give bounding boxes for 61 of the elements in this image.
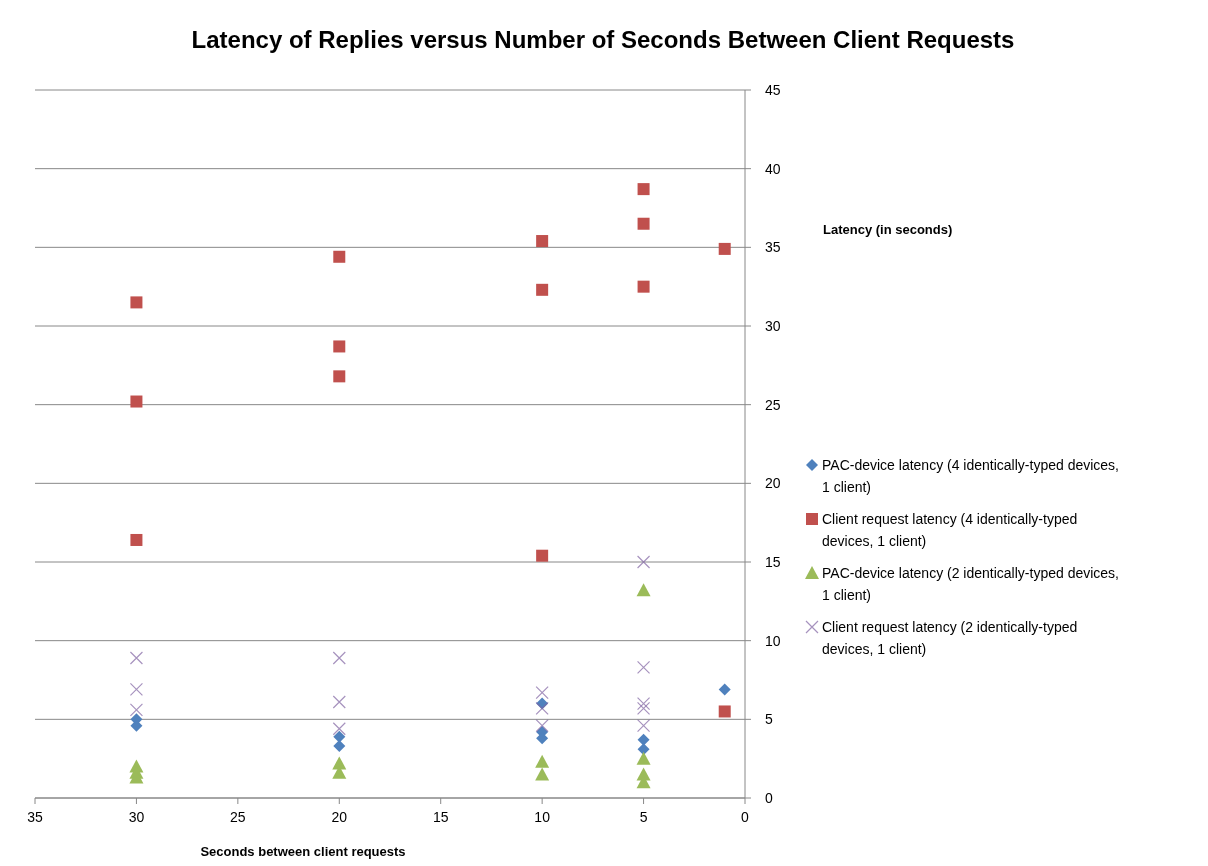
x-tick-label: 30: [128, 809, 145, 825]
y-tick-label: 45: [765, 82, 781, 98]
x-tick-label: 5: [639, 809, 648, 825]
point: [636, 751, 651, 765]
point: [333, 340, 346, 353]
x-tick-label: 10: [534, 809, 551, 825]
point: [332, 722, 346, 736]
x-tick-label: 35: [27, 809, 43, 825]
point: [636, 583, 651, 597]
point: [332, 651, 346, 665]
point: [536, 549, 549, 562]
y-tick-label: 40: [765, 160, 781, 177]
y-tick-label: 0: [765, 790, 773, 806]
y-tick-label: 5: [765, 711, 773, 728]
point: [130, 533, 143, 546]
point: [333, 730, 346, 743]
point: [535, 701, 549, 715]
y-tick-label: 15: [765, 554, 781, 570]
point: [637, 280, 650, 293]
point: [129, 651, 144, 665]
point: [535, 719, 549, 733]
y-tick-label: 35: [765, 239, 781, 256]
point: [636, 555, 651, 569]
point: [535, 754, 550, 768]
y-tick-label: 20: [765, 475, 781, 492]
x-axis-title: Seconds between client requests: [200, 844, 406, 859]
x-tick-label: 0: [741, 809, 750, 825]
point: [333, 740, 346, 753]
point: [536, 283, 549, 296]
point: [536, 235, 549, 248]
point: [636, 660, 651, 675]
point: [129, 682, 144, 697]
point: [718, 705, 731, 718]
point: [636, 697, 651, 711]
point: [637, 183, 650, 196]
point: [332, 695, 346, 709]
point: [129, 703, 144, 717]
point: [130, 395, 143, 408]
point: [718, 683, 731, 696]
point: [333, 370, 346, 383]
point: [333, 250, 346, 263]
point: [535, 685, 549, 700]
point: [637, 733, 650, 746]
legend-label: PAC-device latency (4 identically-typed devices, 1 client): [822, 457, 1119, 495]
point: [718, 242, 731, 255]
point: [130, 296, 143, 309]
point: [637, 217, 650, 230]
legend-label: PAC-device latency (2 identically-typed devices, 1 client): [822, 565, 1119, 603]
chart-title: Latency of Replies versus Number of Seconds Between Client Requests: [191, 26, 1015, 53]
y-axis-title: Latency (in seconds): [823, 222, 953, 237]
point: [636, 701, 651, 715]
legend-label: Client request latency (4 identically-typed devices, 1 client): [822, 511, 1082, 549]
y-tick-label: 30: [765, 318, 781, 334]
y-tick-label: 25: [765, 396, 781, 413]
point: [535, 767, 550, 781]
point: [636, 719, 651, 733]
x-tick-label: 25: [230, 809, 246, 825]
x-tick-label: 20: [331, 809, 348, 825]
y-tick-label: 10: [765, 632, 781, 649]
x-tick-label: 15: [432, 809, 449, 825]
legend-label: Client request latency (2 identically-typed devices, 1 client): [822, 619, 1078, 657]
